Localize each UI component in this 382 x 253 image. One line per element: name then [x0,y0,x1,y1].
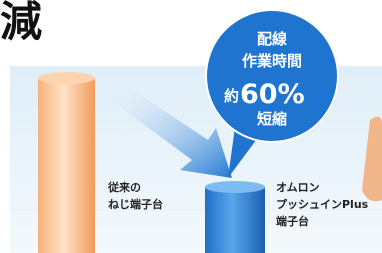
old-cylinder [38,78,95,253]
label: プッシュインPlus [276,197,369,211]
label: 従来の [107,180,141,194]
label: ねじ端子台 [108,197,163,211]
bubble-text: 配線 [257,30,287,48]
bubble-text: 約 [224,87,239,105]
old-cylinder-top [38,72,95,84]
bubble-text: 作業時間 [242,52,302,70]
label: 端子台 [276,214,309,228]
bubble-value: 60% [240,79,305,110]
label: オムロン [276,181,320,194]
new-cylinder-top [205,181,265,193]
bubble-text: 短縮 [257,110,287,128]
new-cylinder [205,187,265,253]
infographic: 削減 配線 作業時間 約 60% 短縮 従来の ねじ端子台 オムロン プッシュイ… [0,0,382,253]
title: 削減 [0,0,42,46]
